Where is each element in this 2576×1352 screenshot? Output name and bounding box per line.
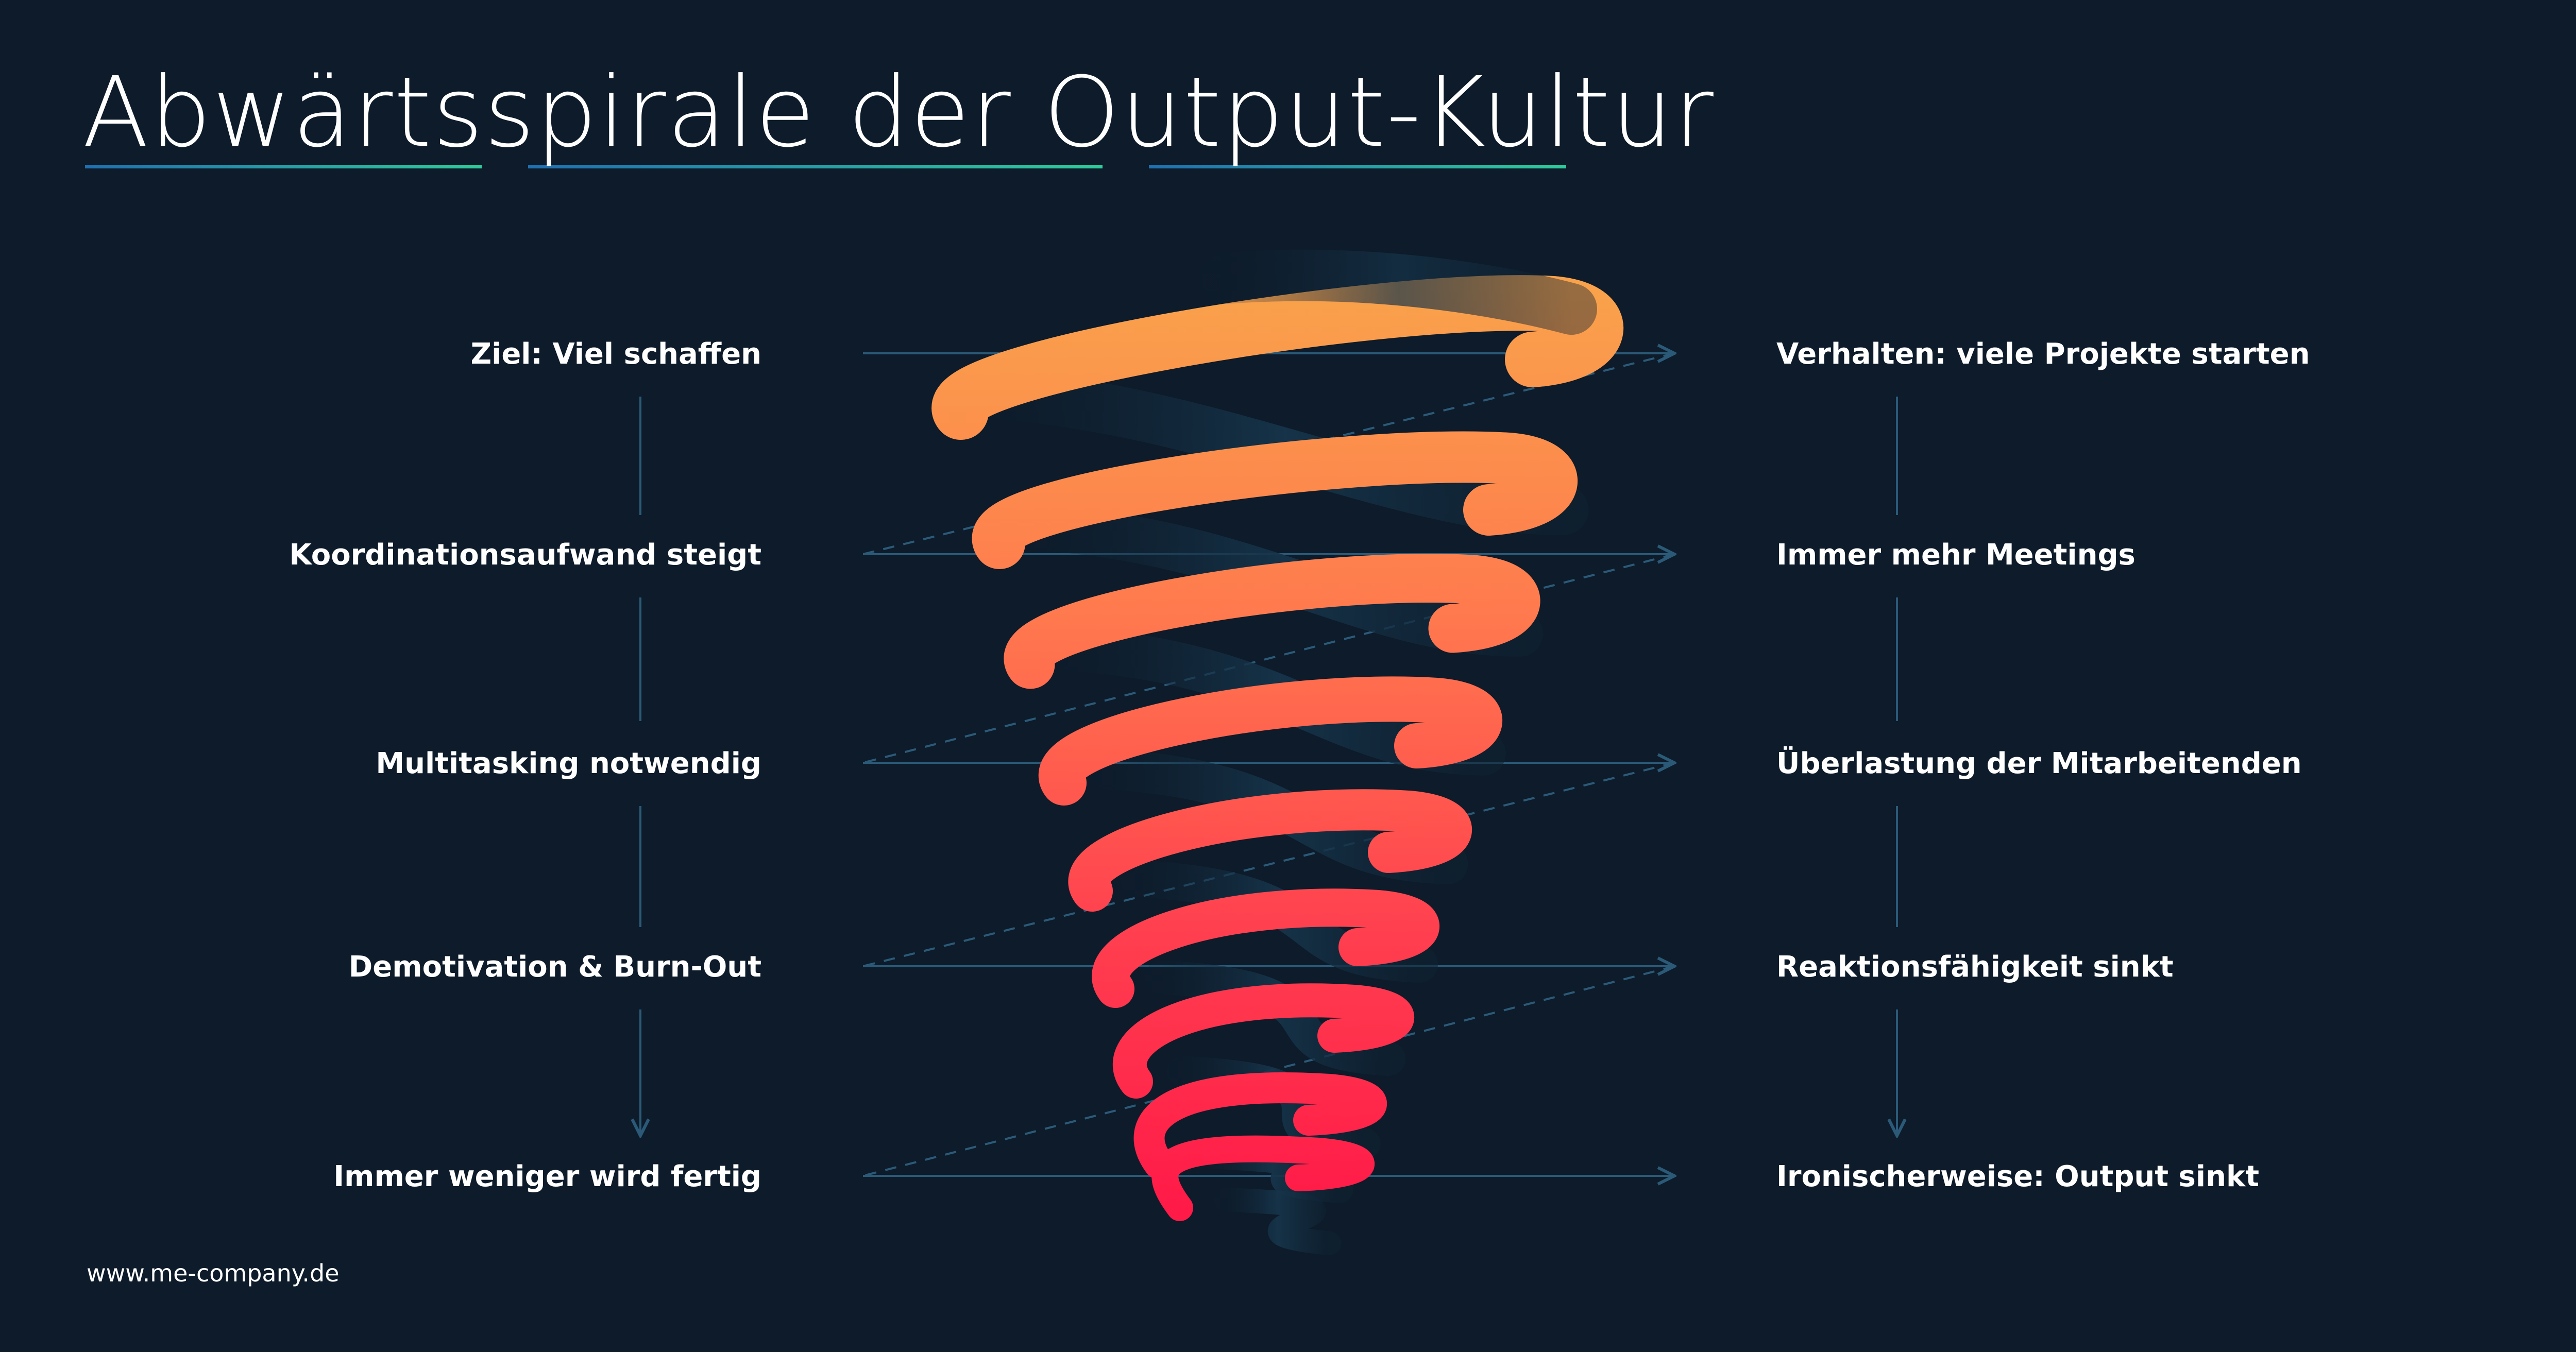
spiral-front-strand-7 (1133, 1072, 1387, 1179)
right-step-output-sinks: Ironischerweise: Output sinkt (1776, 1160, 2259, 1193)
right-step-responsiveness: Reaktionsfähigkeit sinkt (1776, 950, 2174, 984)
left-step-coordination: Koordinationsaufwand steigt (289, 538, 761, 572)
spiral-front-strand-2 (1004, 554, 1540, 689)
spiral-back-strand-8 (1214, 1188, 1342, 1256)
spiral-front-strand-0 (931, 275, 1623, 440)
return-dashed-line-1 (862, 553, 1675, 764)
title-underline (85, 165, 1566, 168)
spiral-front-strand-1 (972, 431, 1578, 569)
return-dashed-line-2 (862, 762, 1675, 967)
right-step-overload: Überlastung der Mitarbeitenden (1776, 747, 2302, 780)
spiral-front-strand-4 (1068, 789, 1472, 912)
website-footer: www.me-company.de (87, 1259, 340, 1287)
left-step-multitasking: Multitasking notwendig (376, 747, 761, 780)
page-title: Abwärtsspirale der Output-Kultur (82, 56, 1715, 169)
left-step-less-finished: Immer weniger wird fertig (333, 1160, 761, 1193)
left-step-demotivation: Demotivation & Burn-Out (348, 950, 761, 984)
downward-spiral-graphic (931, 249, 1623, 1256)
left-step-goal: Ziel: Viel schaffen (470, 337, 761, 371)
right-step-behavior: Verhalten: viele Projekte starten (1776, 337, 2310, 371)
spiral-top-tail (1200, 249, 1597, 335)
right-step-meetings: Immer mehr Meetings (1776, 538, 2136, 572)
spiral-front-strand-3 (1039, 676, 1502, 806)
spiral-front-strand-6 (1113, 983, 1414, 1099)
spiral-front-strand-5 (1092, 888, 1439, 1008)
spiral-front-strand-8 (1151, 1135, 1375, 1221)
